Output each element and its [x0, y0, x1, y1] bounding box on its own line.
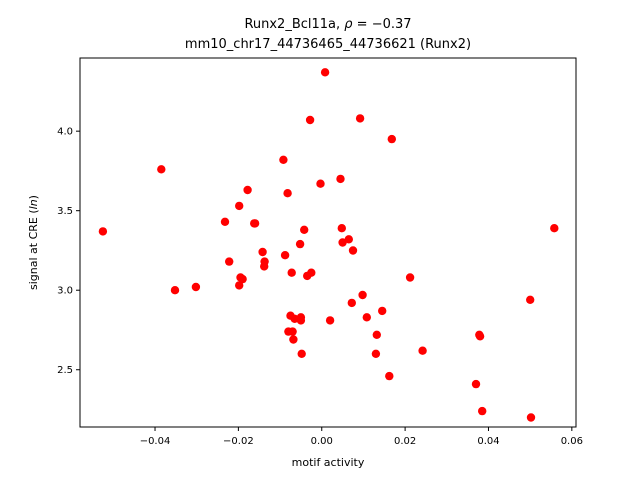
scatter-point-34: [320, 68, 330, 77]
scatter-point-42: [355, 114, 365, 123]
scatter-point-49: [387, 134, 396, 144]
x-tick-label-4: 0.04: [477, 436, 499, 447]
scatter-point-46: [372, 330, 381, 339]
scatter-point-33: [316, 179, 325, 188]
x-axis-ticks: −0.04 −0.02 0.00 0.02 0.04 0.06: [140, 427, 583, 447]
scatter-point-38: [338, 238, 347, 247]
chart-title-line-2: mm10_chr17_44736465_44736621 (Runx2): [185, 37, 471, 52]
scatter-point-48: [385, 371, 394, 381]
scatter-point-40: [347, 298, 356, 308]
scatter-point-0: [98, 227, 108, 236]
scatter-point-6: [235, 201, 244, 211]
scatter-point-15: [260, 257, 269, 266]
data-points: [98, 68, 559, 422]
scatter-point-47: [378, 306, 387, 316]
y-tick-label-1: 3.0: [57, 286, 73, 297]
scatter-point-55: [478, 406, 487, 416]
scatter-point-57: [526, 413, 536, 422]
chart-title-line-1: Runx2_Bcl11a, ρ = −0.37: [244, 17, 411, 32]
plot-area-frame: [79, 57, 577, 428]
scatter-point-52: [471, 379, 481, 389]
scatter-point-23: [289, 335, 298, 344]
scatter-point-3: [191, 282, 201, 292]
scatter-point-50: [405, 273, 415, 282]
scatter-point-54: [475, 332, 485, 341]
scatter-point-27: [296, 316, 306, 325]
scatter-point-28: [297, 349, 306, 358]
x-tick-label-3: 0.02: [394, 436, 416, 447]
x-tick-label-2: 0.00: [311, 436, 333, 447]
scatter-point-35: [325, 316, 335, 325]
scatter-point-9: [238, 274, 247, 284]
scatter-point-22: [288, 327, 297, 336]
scatter-point-37: [337, 224, 346, 233]
x-axis-label: motif activity: [292, 456, 365, 469]
scatter-point-18: [283, 189, 292, 198]
scatter-point-41: [348, 246, 358, 255]
y-axis-ticks: 2.5 3.0 3.5 4.0: [57, 127, 80, 376]
x-tick-label-1: −0.02: [223, 436, 254, 447]
scatter-point-4: [220, 217, 230, 226]
scatter-point-7: [235, 281, 244, 290]
y-tick-label-2: 3.5: [57, 206, 73, 217]
x-tick-label-0: −0.04: [140, 436, 171, 447]
scatter-point-5: [225, 257, 234, 266]
scatter-point-56: [526, 295, 535, 304]
scatter-point-39: [344, 235, 353, 244]
scatter-point-10: [243, 185, 252, 195]
y-tick-label-0: 2.5: [57, 365, 73, 376]
scatter-point-13: [258, 247, 267, 257]
y-axis-label: signal at CRE (ln): [27, 195, 40, 290]
scatter-point-16: [279, 155, 288, 164]
scatter-point-36: [336, 174, 345, 184]
scatter-point-45: [371, 349, 381, 358]
scatter-point-25: [295, 239, 305, 249]
scatter-point-2: [170, 286, 180, 295]
scatter-point-31: [305, 115, 315, 125]
scatter-point-43: [358, 290, 367, 300]
scatter-point-1: [157, 165, 166, 174]
scatter-point-58: [550, 224, 559, 233]
scatter-point-44: [362, 313, 371, 322]
rho-symbol: ρ: [344, 17, 353, 32]
scatter-point-29: [300, 225, 309, 234]
scatter-point-32: [307, 268, 316, 277]
scatter-point-51: [418, 346, 427, 355]
scatter-point-17: [280, 251, 290, 260]
y-tick-label-3: 4.0: [57, 127, 73, 138]
x-tick-label-5: 0.06: [561, 436, 583, 447]
scatter-point-12: [250, 219, 260, 228]
scatter-point-21: [287, 268, 296, 277]
